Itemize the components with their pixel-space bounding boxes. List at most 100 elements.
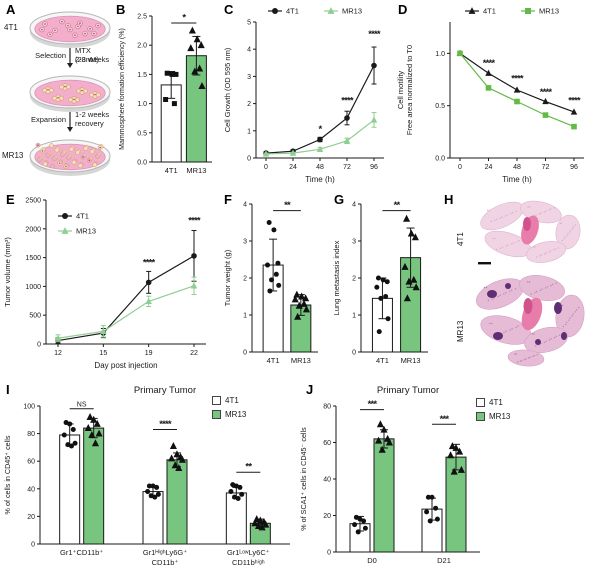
svg-text:MR13: MR13 <box>186 166 206 175</box>
svg-text:80: 80 <box>27 431 35 438</box>
cell-line-4t1-label: 4T1 <box>4 23 18 32</box>
svg-text:5: 5 <box>247 20 251 27</box>
svg-text:Gr1⁺CD11b⁺: Gr1⁺CD11b⁺ <box>60 548 103 557</box>
legend-swatch-mr13 <box>476 412 485 421</box>
svg-text:Gr1ᴴⁱᵍʰLy6G⁺: Gr1ᴴⁱᵍʰLy6G⁺ <box>143 548 187 557</box>
legend-swatch-4t1 <box>476 398 485 407</box>
svg-text:2000: 2000 <box>25 226 41 233</box>
svg-text:60: 60 <box>323 440 331 447</box>
svg-text:****: **** <box>483 58 496 69</box>
svg-text:D21: D21 <box>437 556 451 565</box>
svg-text:3: 3 <box>247 74 251 81</box>
svg-text:Time (h): Time (h) <box>305 175 335 184</box>
legend-item-4t1: 4T1 <box>212 396 246 405</box>
svg-text:0.0: 0.0 <box>137 160 147 167</box>
panel-f-letter: F <box>224 192 232 207</box>
svg-text:4T1: 4T1 <box>76 212 89 221</box>
lung-histology-images <box>476 200 585 367</box>
svg-text:2: 2 <box>247 101 251 108</box>
legend-label-mr13: MR13 <box>225 410 247 419</box>
svg-text:*: * <box>319 124 323 135</box>
panel-a: A 4T1 Selection MTX (28nM) 2-3 weeks Exp… <box>0 0 114 190</box>
panel-g: G 0 1 2 3 4 Lung metastasis index 4T1 MR13 ** <box>329 190 437 380</box>
svg-text:Cell motility: Cell motility <box>396 71 405 110</box>
svg-text:4: 4 <box>243 202 247 209</box>
panel-b: B 0.0 0.5 1.0 1.5 2.0 2.5 Mammosphere formatio… <box>114 0 218 190</box>
svg-text:Free area normalized to T0: Free area normalized to T0 <box>405 45 414 135</box>
svg-text:2500: 2500 <box>25 198 41 205</box>
svg-text:****: **** <box>159 419 172 430</box>
svg-text:Cell Growth (OD 595 nm): Cell Growth (OD 595 nm) <box>223 47 232 132</box>
svg-text:0: 0 <box>327 550 331 557</box>
svg-text:72: 72 <box>542 164 550 171</box>
svg-text:*: * <box>182 13 186 24</box>
svg-text:1.0: 1.0 <box>137 101 147 108</box>
svg-text:***: *** <box>368 399 378 410</box>
svg-text:4T1: 4T1 <box>376 356 389 365</box>
svg-text:60: 60 <box>27 459 35 466</box>
legend-item-mr13: MR13 <box>476 412 510 421</box>
svg-text:2.5: 2.5 <box>137 14 147 21</box>
svg-text:1.0: 1.0 <box>435 51 445 58</box>
svg-text:4T1: 4T1 <box>267 356 280 365</box>
svg-text:24: 24 <box>485 164 493 171</box>
svg-text:4T1: 4T1 <box>483 7 496 16</box>
svg-text:MR13: MR13 <box>76 227 96 236</box>
sca1-cells-chart: 0 20 40 60 80 Primary Tumor % of SCA1⁺ cells i… <box>299 385 480 565</box>
svg-text:Day post injection: Day post injection <box>94 361 157 370</box>
svg-text:500: 500 <box>29 313 41 320</box>
svg-text:1500: 1500 <box>25 255 41 262</box>
legend-swatch-mr13 <box>212 410 221 419</box>
svg-text:96: 96 <box>370 164 378 171</box>
panel-e: E 0 500 1000 1500 2000 2500 12 15 19 22 Tumor volu… <box>0 190 220 380</box>
svg-text:2.0: 2.0 <box>137 43 147 50</box>
myeloid-populations-chart: 0 20 40 60 80 100 Primary Tumor % of cells in C… <box>3 385 290 567</box>
panel-j-letter: J <box>306 382 314 397</box>
svg-text:20: 20 <box>27 514 35 521</box>
mtx-note: MTX (28nM) <box>75 46 99 64</box>
lung-metastasis-chart: 0 1 2 3 4 Lung metastasis index 4T1 MR13 ** <box>332 200 428 365</box>
svg-text:% of SCA1⁺ cells in CD45⁻ cell: % of SCA1⁺ cells in CD45⁻ cells <box>299 427 308 531</box>
svg-text:0: 0 <box>247 156 251 163</box>
legend-label-4t1: 4T1 <box>225 396 239 405</box>
svg-text:NS: NS <box>77 401 87 408</box>
svg-text:4: 4 <box>352 202 356 209</box>
panel-c-letter: C <box>224 2 234 17</box>
svg-text:40: 40 <box>323 477 331 484</box>
svg-text:100: 100 <box>23 404 35 411</box>
svg-text:****: **** <box>143 258 156 269</box>
svg-text:Tumor volume (mm³): Tumor volume (mm³) <box>3 237 12 307</box>
panel-i-legend: 4T1 MR13 <box>212 396 246 424</box>
svg-text:4T1: 4T1 <box>165 166 178 175</box>
panel-j: J 0 20 40 60 80 Primary Tumor % of SCA1⁺ cells… <box>298 380 488 580</box>
panel-f: F 0 1 2 3 4 Tumor weight (g) 4T1 MR13 ** <box>220 190 327 380</box>
svg-text:****: **** <box>511 74 524 85</box>
svg-text:48: 48 <box>316 164 324 171</box>
svg-text:CD11bʰⁱᵍʰ: CD11bʰⁱᵍʰ <box>232 558 265 567</box>
svg-text:0: 0 <box>243 350 247 357</box>
panel-e-letter: E <box>6 192 15 207</box>
panel-d: D 0.0 0.5 1.0 0 24 48 72 96 Cell motility Free ar… <box>394 0 600 190</box>
svg-text:1000: 1000 <box>25 284 41 291</box>
svg-text:1: 1 <box>247 128 251 135</box>
svg-text:3: 3 <box>243 239 247 246</box>
mammosphere-efficiency-chart: 0.0 0.5 1.0 1.5 2.0 2.5 Mammosphere formation … <box>119 13 212 175</box>
svg-text:****: **** <box>368 29 381 40</box>
svg-text:****: **** <box>540 87 553 98</box>
svg-text:**: ** <box>284 200 291 211</box>
panel-i: I 0 20 40 60 80 100 Primary Tumor % of cells in… <box>0 380 300 580</box>
tumor-weight-chart: 0 1 2 3 4 Tumor weight (g) 4T1 MR13 ** <box>223 200 318 365</box>
legend-label-4t1: 4T1 <box>489 398 503 407</box>
svg-text:0: 0 <box>37 342 41 349</box>
svg-text:12: 12 <box>54 350 62 357</box>
svg-text:48: 48 <box>513 164 521 171</box>
svg-text:80: 80 <box>323 404 331 411</box>
expansion-duration-note: 1-2 weeks <box>75 110 110 119</box>
selection-step-label: Selection <box>35 51 66 60</box>
expansion-step-label: Expansion <box>30 115 66 124</box>
recovery-note: recovery <box>75 119 104 128</box>
cell-line-mr13-label: MR13 <box>2 151 24 160</box>
cell-growth-chart: 0 1 2 3 4 5 0 24 48 72 96 Cell Growth (OD 595 nm) Ti… <box>223 7 384 184</box>
svg-text:4: 4 <box>247 47 251 54</box>
